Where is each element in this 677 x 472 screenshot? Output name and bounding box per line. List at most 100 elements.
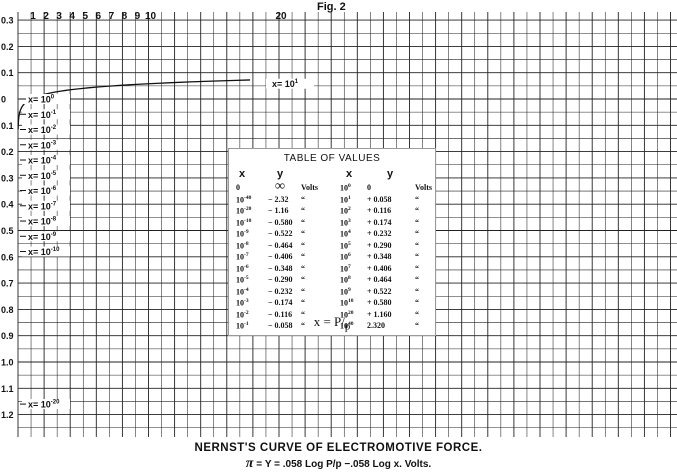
curve-label: x= 10-10	[20, 246, 70, 257]
table-row: 10-9 − 0.522 “ 104 + 0.232 “	[229, 229, 435, 241]
curve-label-bg	[22, 124, 70, 135]
axis-tick-labels: 1 2 3 4 5 6 7 8 9 10 20 0.3 0.2 0.1 0 0.1 0.2 0.3 0.4 0.5 0.…	[1, 11, 287, 420]
y-tick-label: 1.0	[1, 358, 14, 368]
cell-x-negative: 10-40	[236, 194, 252, 205]
curve-label-bg	[22, 170, 70, 181]
cell-unit: “	[301, 206, 305, 215]
cell-y-positive: + 0.464	[367, 275, 392, 284]
formula-pi-symbol: π	[245, 456, 254, 471]
cell-y-positive: + 0.348	[367, 252, 392, 261]
y-tick-label: 0.3	[1, 173, 14, 183]
curve-label-text: x= 10-1	[28, 110, 57, 120]
cell-y-negative: − 0.174	[268, 298, 293, 307]
curve-label: x= 100	[20, 94, 70, 105]
table-header-x1: x	[239, 168, 246, 180]
cell-unit: “	[415, 309, 419, 319]
cell-x-positive: 104	[340, 229, 351, 239]
y-tick-label: 0.1	[1, 121, 14, 131]
cell-y-negative: − 0.116	[268, 309, 293, 319]
cell-x-positive: 1020	[340, 309, 354, 320]
cell-y-negative: − 1.16	[268, 206, 289, 215]
cell-unit: “	[301, 286, 305, 296]
y-tick-label: 0.2	[1, 42, 14, 52]
cell-unit: Volts	[415, 183, 433, 192]
cell-y-positive: + 0.522	[367, 286, 392, 296]
cell-y-negative: − 0.580	[268, 217, 293, 227]
cell-unit: “	[415, 252, 419, 261]
cell-y-positive: + 0.290	[367, 240, 392, 250]
x-tick-label: 8	[122, 11, 128, 22]
curve-label-text: x= 10-20	[28, 400, 60, 410]
cell-x-positive: 1040	[340, 321, 354, 331]
curve-label-text: x= 101	[272, 79, 299, 89]
curve-label-text: x= 10-5	[28, 171, 57, 181]
table-of-values: TABLE OF VALUES x y x y 0 ∞ Volts 100 0 Volts…	[228, 148, 436, 336]
cell-unit: “	[415, 286, 419, 296]
x-tick-label: 4	[69, 11, 75, 22]
x-tick-label: 5	[82, 11, 88, 22]
cell-y-positive: + 0.174	[367, 217, 392, 227]
curve-label: x= 10-1	[20, 109, 70, 120]
cell-y-positive: + 0.406	[367, 263, 392, 273]
cell-y-negative: − 0.232	[268, 286, 293, 296]
cell-x-positive: 100	[340, 183, 351, 193]
cell-x-negative: 10-6	[236, 263, 249, 274]
cell-y-negative: − 0.522	[268, 229, 293, 238]
curve-label-bg	[22, 109, 70, 120]
cell-y-negative: − 0.464	[268, 240, 293, 250]
cell-x-negative: 10-8	[236, 240, 249, 251]
cell-x-positive: 102	[340, 206, 351, 216]
cell-unit: “	[301, 263, 305, 273]
y-tick-label: 1.1	[1, 384, 14, 394]
y-tick-label: 0.7	[1, 279, 14, 289]
curve-label-text: x= 10-9	[28, 232, 57, 242]
y-tick-label: 0.1	[1, 68, 14, 78]
curve-label-text: x= 10-6	[28, 186, 57, 196]
curve-label-bg	[22, 94, 70, 104]
cell-y-positive: 2.320	[367, 321, 385, 330]
curve-label: x= 10-20	[20, 399, 70, 410]
curve-label: x= 10-8	[20, 216, 70, 227]
cell-unit: “	[415, 206, 419, 215]
cell-unit: “	[415, 217, 419, 227]
curve-label-bg	[266, 78, 314, 89]
table-row: 10-4 − 0.232 “ 109 + 0.522 “	[229, 287, 435, 299]
curve-label-bg	[22, 200, 70, 211]
curve-label-bg	[22, 155, 70, 166]
cell-y-positive: 0	[367, 183, 371, 192]
cell-y-negative: ∞	[275, 179, 285, 194]
cell-unit: “	[301, 229, 305, 238]
figure-title: NERNST'S CURVE OF ELECTROMOTIVE FORCE.	[194, 442, 483, 454]
x-tick-label: 20	[275, 11, 287, 22]
cell-x-positive: 105	[340, 240, 351, 251]
table-header-y2: y	[387, 168, 394, 180]
cell-unit: “	[301, 309, 305, 319]
table-row: 10-40 − 2.32 “ 101 + 0.058 “	[229, 195, 435, 207]
curve-label-text: x= 10-3	[28, 140, 57, 150]
curve-label-text: x= 10-2	[28, 125, 57, 135]
formula-text: = Y = .058 Log P/p −.058 Log x. Volts.	[253, 459, 432, 470]
cell-x-positive: 1010	[340, 298, 354, 308]
curve-label-text: x= 100	[28, 95, 55, 105]
y-tick-label: 0.5	[1, 226, 14, 236]
x-eq-num: P	[334, 314, 342, 330]
cell-x-positive: 103	[340, 217, 351, 228]
cell-x-negative: 0	[236, 183, 240, 192]
x-tick-label: 10	[145, 11, 157, 22]
cell-x-negative: 10-1	[236, 321, 249, 331]
table-row: 10-5 − 0.290 “ 108 + 0.464 “	[229, 275, 435, 287]
y-tick-label: 0	[1, 95, 6, 105]
cell-y-negative: − 0.348	[268, 263, 293, 273]
cell-unit: “	[415, 275, 419, 284]
curve-line	[17, 79, 251, 130]
curve-label: x= 101	[266, 78, 314, 89]
cell-unit: “	[415, 194, 419, 204]
table-rows: 0 ∞ Volts 100 0 Volts 10-40− 2.32 “101 + 0.058 “1…	[229, 179, 435, 333]
x-eq-prefix: x =	[313, 314, 335, 330]
curve-label-text: x= 10-8	[28, 217, 57, 227]
curve-label-text: x= 10-10	[28, 247, 60, 257]
table-row: 10-6 − 0.348 “ 107 + 0.406 “	[229, 264, 435, 276]
cell-unit: “	[301, 194, 305, 204]
cell-x-positive: 107	[340, 263, 351, 274]
cell-x-positive: 106	[340, 252, 351, 262]
